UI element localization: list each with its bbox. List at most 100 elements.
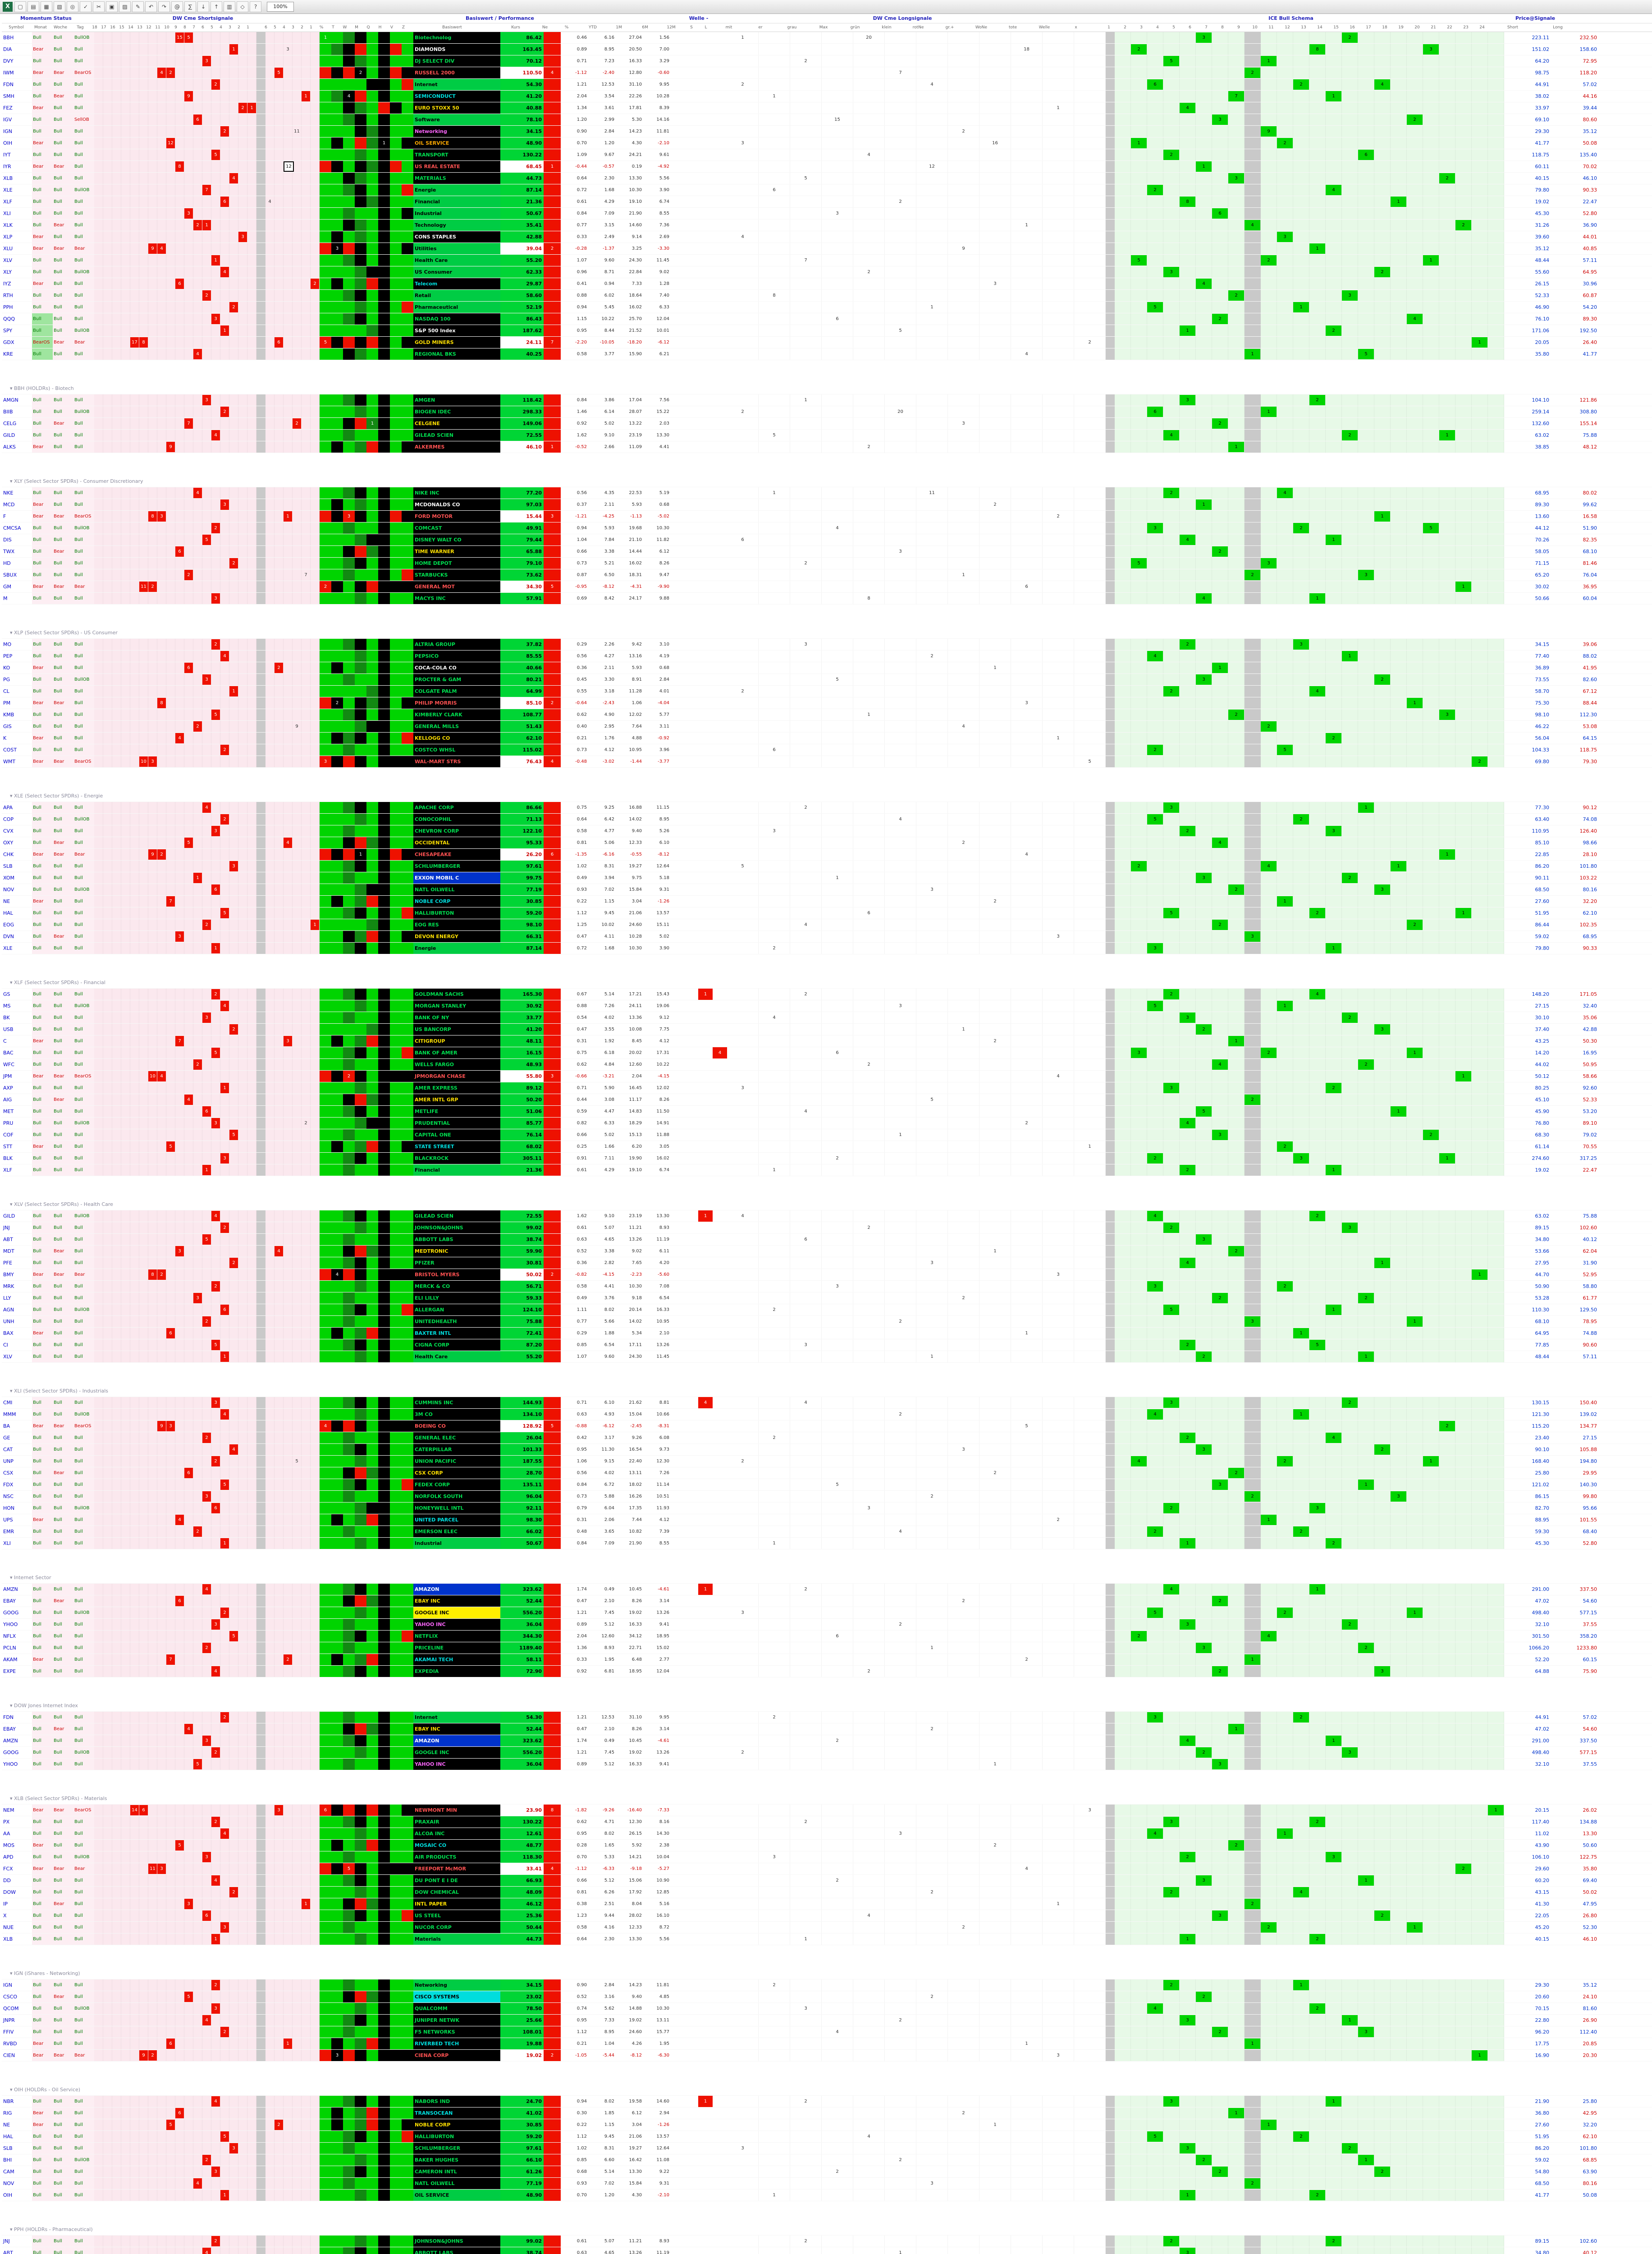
trend-cell[interactable] xyxy=(355,1047,366,1058)
trend-cell[interactable] xyxy=(402,569,413,581)
status-cell[interactable]: Bull xyxy=(32,1456,53,1467)
signal-indicator-cell[interactable] xyxy=(698,184,713,196)
trend-cell[interactable] xyxy=(366,1607,378,1618)
signal-cell[interactable]: 3 xyxy=(899,549,902,554)
performance-cell[interactable] xyxy=(671,348,698,360)
performance-cell[interactable]: 1.88 xyxy=(604,1331,614,1336)
signal-cell[interactable]: 2 xyxy=(202,1433,211,1443)
long-price-cell[interactable]: 46.10 xyxy=(1583,175,1597,181)
trend-cell[interactable] xyxy=(378,313,390,325)
trend-cell[interactable] xyxy=(390,1339,402,1351)
trend-cell[interactable] xyxy=(402,1584,413,1595)
price-cell[interactable]: 79.44 xyxy=(500,534,544,545)
signal-cell[interactable]: 8 xyxy=(157,698,166,708)
name-cell[interactable]: GOOGLE INC xyxy=(413,1607,500,1618)
price-cell[interactable]: 55.20 xyxy=(500,1351,544,1362)
short-price-cell[interactable]: 34.80 xyxy=(1535,1237,1550,1242)
trend-cell[interactable] xyxy=(320,1816,331,1828)
trend-cell[interactable] xyxy=(402,313,413,325)
signal-indicator-cell[interactable] xyxy=(713,1444,727,1455)
name-cell[interactable]: TRANSPORT xyxy=(413,149,500,160)
performance-cell[interactable]: 6.54 xyxy=(604,1342,614,1347)
trend-cell[interactable] xyxy=(320,546,331,557)
trend-cell[interactable] xyxy=(378,1082,390,1094)
signal-indicator-cell[interactable] xyxy=(698,522,713,534)
signal-cell[interactable]: 2 xyxy=(1180,639,1195,650)
performance-cell[interactable] xyxy=(671,581,698,592)
trend-cell[interactable] xyxy=(366,196,378,207)
trend-cell[interactable]: 1 xyxy=(378,137,390,149)
performance-cell[interactable] xyxy=(671,208,698,219)
trend-cell[interactable] xyxy=(355,1759,366,1770)
trend-cell[interactable] xyxy=(343,872,355,884)
trend-cell[interactable] xyxy=(343,1851,355,1863)
signal-indicator-cell[interactable] xyxy=(698,102,713,114)
ticker-cell[interactable]: DVY xyxy=(3,58,14,64)
signal-cell[interactable]: 2 xyxy=(1131,44,1147,55)
performance-cell[interactable]: 18.31 xyxy=(629,573,642,577)
signal-indicator-cell[interactable] xyxy=(713,697,727,709)
trend-cell[interactable] xyxy=(366,1129,378,1141)
name-cell[interactable]: CIGNA CORP xyxy=(413,1339,500,1351)
signal-cell[interactable]: 8 xyxy=(1309,44,1325,55)
signal-indicator-cell[interactable] xyxy=(713,919,727,930)
performance-cell[interactable] xyxy=(671,709,698,720)
performance-cell[interactable]: 10.66 xyxy=(656,1412,669,1417)
trend-cell[interactable] xyxy=(390,651,402,662)
trend-cell[interactable] xyxy=(331,1491,343,1502)
trend-cell[interactable] xyxy=(390,1642,402,1654)
trend-cell[interactable] xyxy=(320,1840,331,1851)
trend-cell[interactable] xyxy=(331,1409,343,1420)
trend-cell[interactable] xyxy=(366,137,378,149)
signal-indicator-cell[interactable] xyxy=(698,1805,713,1816)
status-cell[interactable]: Bull xyxy=(73,1281,94,1292)
trend-cell[interactable] xyxy=(343,1840,355,1851)
signal-cell[interactable]: 2 xyxy=(238,103,247,113)
trend-cell[interactable] xyxy=(366,907,378,919)
ticker-cell[interactable]: PM xyxy=(3,700,11,706)
price-cell[interactable]: 323.62 xyxy=(500,1584,544,1595)
status-cell[interactable]: Bear xyxy=(53,1269,73,1280)
price-cell[interactable]: 54.30 xyxy=(500,79,544,90)
performance-cell[interactable]: 9.60 xyxy=(604,258,614,263)
short-price-cell[interactable]: 30.10 xyxy=(1535,1015,1550,1021)
trend-cell[interactable] xyxy=(378,1910,390,1921)
negative-cell[interactable]: 3 xyxy=(544,511,561,522)
trend-cell[interactable] xyxy=(378,1491,390,1502)
trend-cell[interactable] xyxy=(402,1409,413,1420)
signal-cell[interactable]: 2 xyxy=(1163,1887,1179,1897)
long-price-cell[interactable]: 90.33 xyxy=(1583,187,1597,193)
performance-cell[interactable] xyxy=(671,1456,698,1467)
status-cell[interactable]: Bear xyxy=(32,137,53,149)
status-cell[interactable]: Bull xyxy=(53,534,73,545)
performance-cell[interactable]: 7.11 xyxy=(604,1156,614,1161)
trend-cell[interactable] xyxy=(390,161,402,172)
ticker-cell[interactable]: XLV xyxy=(3,1354,12,1360)
long-price-cell[interactable]: 32.20 xyxy=(1583,898,1597,904)
status-cell[interactable]: Bull xyxy=(53,1747,73,1758)
signal-indicator-cell[interactable] xyxy=(698,558,713,569)
signal-cell[interactable]: 14 xyxy=(130,1805,139,1815)
status-cell[interactable]: Bull xyxy=(53,102,73,114)
trend-cell[interactable] xyxy=(366,266,378,278)
performance-cell[interactable]: 17.11 xyxy=(629,1342,642,1347)
performance-cell[interactable]: 0.61 xyxy=(577,199,587,204)
signal-cell[interactable]: 6 xyxy=(211,884,220,895)
long-price-cell[interactable]: 105.88 xyxy=(1579,1447,1597,1452)
status-cell[interactable]: Bull xyxy=(32,1432,53,1443)
trend-cell[interactable] xyxy=(331,55,343,67)
trend-cell[interactable] xyxy=(355,1514,366,1526)
performance-cell[interactable]: -4.61 xyxy=(658,1587,669,1592)
performance-cell[interactable]: 8.72 xyxy=(659,1925,669,1930)
long-price-cell[interactable]: 37.55 xyxy=(1583,1622,1597,1627)
performance-cell[interactable]: -1.37 xyxy=(603,246,614,251)
performance-cell[interactable]: 8.39 xyxy=(659,105,669,110)
trend-cell[interactable] xyxy=(390,1035,402,1047)
performance-cell[interactable] xyxy=(671,1153,698,1164)
performance-cell[interactable]: 8.55 xyxy=(659,211,669,216)
trend-cell[interactable] xyxy=(320,1071,331,1082)
trend-cell[interactable] xyxy=(366,102,378,114)
signal-cell[interactable]: 2 xyxy=(930,1890,934,1895)
performance-cell[interactable]: 3.11 xyxy=(659,724,669,729)
price-cell[interactable]: 46.12 xyxy=(500,1898,544,1910)
